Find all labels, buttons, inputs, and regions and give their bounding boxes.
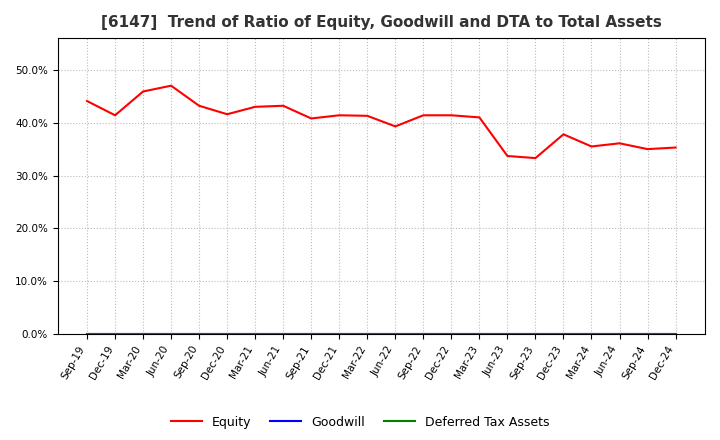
Equity	[307, 116, 315, 121]
Goodwill	[588, 331, 596, 337]
Deferred Tax Assets	[503, 331, 512, 337]
Deferred Tax Assets	[671, 331, 680, 337]
Goodwill	[447, 331, 456, 337]
Goodwill	[83, 331, 91, 337]
Equity	[363, 113, 372, 118]
Deferred Tax Assets	[531, 331, 540, 337]
Deferred Tax Assets	[419, 331, 428, 337]
Equity	[419, 113, 428, 118]
Title: [6147]  Trend of Ratio of Equity, Goodwill and DTA to Total Assets: [6147] Trend of Ratio of Equity, Goodwil…	[101, 15, 662, 30]
Deferred Tax Assets	[279, 331, 287, 337]
Goodwill	[307, 331, 315, 337]
Goodwill	[615, 331, 624, 337]
Equity	[195, 103, 204, 108]
Legend: Equity, Goodwill, Deferred Tax Assets: Equity, Goodwill, Deferred Tax Assets	[166, 411, 554, 434]
Equity	[447, 113, 456, 118]
Deferred Tax Assets	[167, 331, 176, 337]
Equity	[531, 155, 540, 161]
Goodwill	[251, 331, 259, 337]
Deferred Tax Assets	[307, 331, 315, 337]
Deferred Tax Assets	[475, 331, 484, 337]
Goodwill	[363, 331, 372, 337]
Equity	[279, 103, 287, 108]
Goodwill	[335, 331, 343, 337]
Goodwill	[503, 331, 512, 337]
Goodwill	[475, 331, 484, 337]
Deferred Tax Assets	[83, 331, 91, 337]
Equity	[391, 124, 400, 129]
Goodwill	[391, 331, 400, 337]
Equity	[83, 99, 91, 104]
Deferred Tax Assets	[251, 331, 259, 337]
Goodwill	[643, 331, 652, 337]
Line: Equity: Equity	[87, 86, 675, 158]
Goodwill	[559, 331, 568, 337]
Equity	[559, 132, 568, 137]
Equity	[615, 141, 624, 146]
Equity	[643, 147, 652, 152]
Deferred Tax Assets	[643, 331, 652, 337]
Goodwill	[279, 331, 287, 337]
Goodwill	[222, 331, 231, 337]
Goodwill	[139, 331, 148, 337]
Deferred Tax Assets	[139, 331, 148, 337]
Goodwill	[419, 331, 428, 337]
Deferred Tax Assets	[111, 331, 120, 337]
Equity	[671, 145, 680, 150]
Goodwill	[167, 331, 176, 337]
Deferred Tax Assets	[588, 331, 596, 337]
Deferred Tax Assets	[335, 331, 343, 337]
Equity	[139, 89, 148, 94]
Equity	[588, 144, 596, 149]
Equity	[251, 104, 259, 110]
Equity	[222, 112, 231, 117]
Equity	[167, 83, 176, 88]
Equity	[111, 113, 120, 118]
Deferred Tax Assets	[559, 331, 568, 337]
Equity	[503, 154, 512, 159]
Equity	[475, 115, 484, 120]
Goodwill	[195, 331, 204, 337]
Deferred Tax Assets	[615, 331, 624, 337]
Deferred Tax Assets	[447, 331, 456, 337]
Goodwill	[111, 331, 120, 337]
Equity	[335, 113, 343, 118]
Deferred Tax Assets	[195, 331, 204, 337]
Deferred Tax Assets	[222, 331, 231, 337]
Goodwill	[671, 331, 680, 337]
Deferred Tax Assets	[391, 331, 400, 337]
Goodwill	[531, 331, 540, 337]
Deferred Tax Assets	[363, 331, 372, 337]
